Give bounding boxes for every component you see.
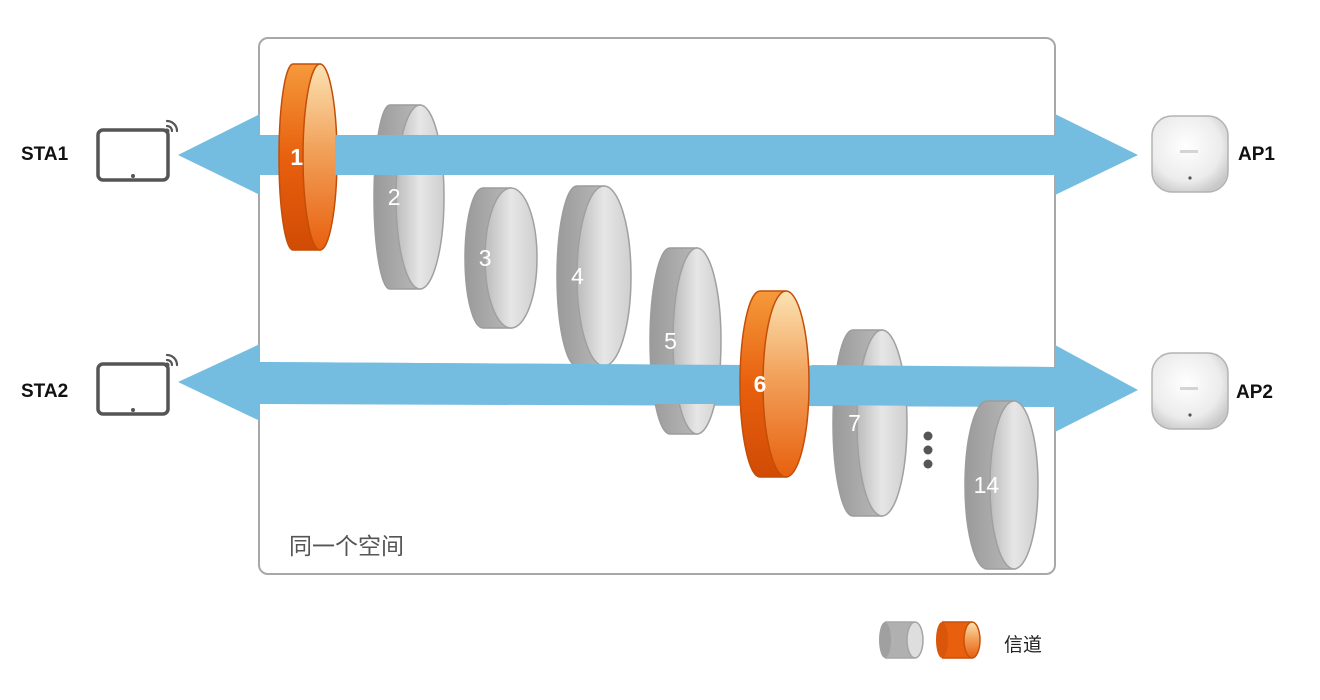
channel-number-label: 14 [974, 472, 1000, 498]
legend-orange-channel-icon [936, 621, 981, 659]
channel-disk-4: 4 [556, 185, 632, 367]
channel-disk-5: 5 [649, 247, 722, 435]
channel-number-label: 5 [664, 328, 677, 354]
link-arrow-sta2-ap2-overlay-right [812, 365, 1055, 407]
wifi-icon [164, 353, 179, 368]
channel-disk-7: 7 [832, 329, 908, 517]
channel-number-label: 2 [388, 184, 401, 210]
ap-label-ap1: AP1 [1238, 144, 1275, 165]
tablet-icon [96, 362, 170, 416]
channel-number-label: 1 [290, 144, 303, 170]
channel-disk-1: 1 [278, 63, 338, 251]
ap-label-ap2: AP2 [1236, 382, 1273, 403]
space-label: 同一个空间 [289, 534, 404, 560]
channel-disk-3: 3 [464, 187, 538, 329]
channel-number-label: 7 [848, 410, 861, 436]
channel-disk-6: 6 [739, 290, 810, 478]
ellipsis-icon [923, 431, 933, 469]
link-arrow-sta2-ap2-overlay [260, 362, 742, 404]
wifi-icon [164, 119, 179, 134]
channel-disk-2: 2 [373, 104, 445, 290]
station-label-sta1: STA1 [21, 144, 69, 165]
link-arrow-sta1-ap1-overlay [335, 135, 1055, 175]
access-point-icon [1151, 115, 1229, 193]
access-point-icon [1151, 352, 1229, 430]
legend-gray-channel-icon [879, 621, 924, 659]
channel-number-label: 3 [479, 245, 492, 271]
channel-number-label: 4 [571, 263, 584, 289]
channel-number-label: 6 [754, 371, 767, 397]
station-label-sta2: STA2 [21, 381, 69, 402]
tablet-icon [96, 128, 170, 182]
channel-disk-14: 14 [964, 400, 1039, 570]
legend-label: 信道 [1004, 634, 1043, 656]
